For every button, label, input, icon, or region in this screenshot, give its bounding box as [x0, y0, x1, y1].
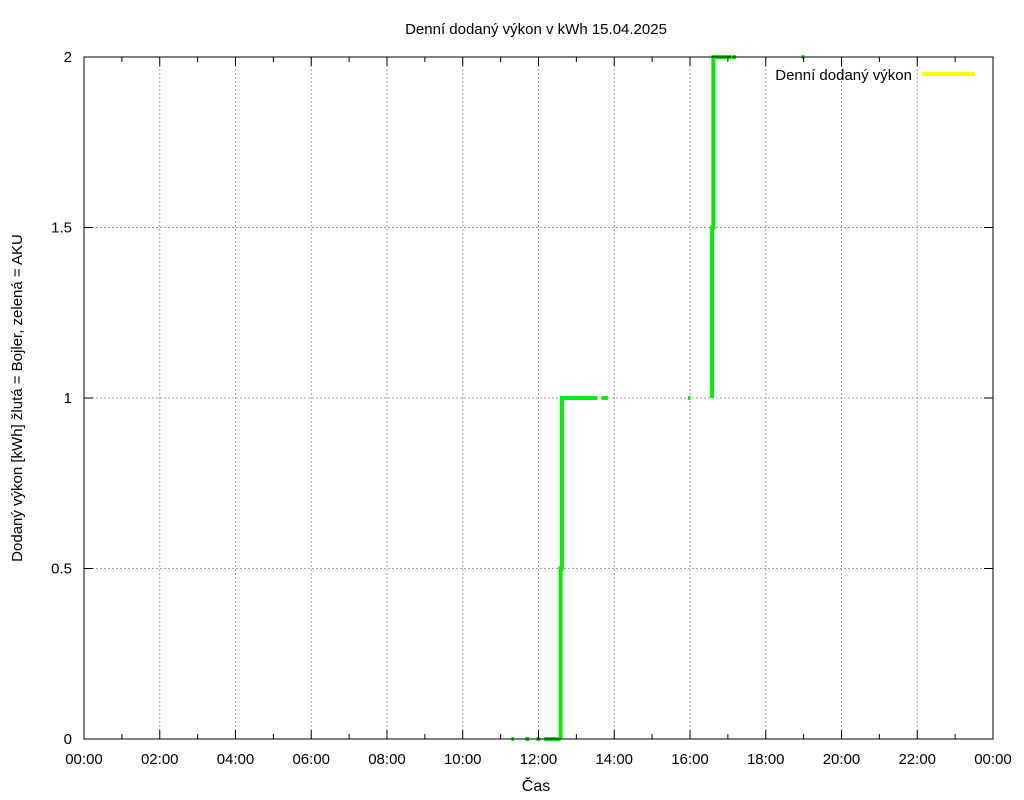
series-segment [558, 396, 598, 739]
x-tick-label: 10:00 [444, 751, 482, 768]
tick-labels: 00:00 02:00 04:00 06:00 08:00 10:00 12:00 14:00… [51, 49, 1012, 768]
x-tick-label: 12:00 [520, 751, 558, 768]
x-tick-label: 08:00 [368, 751, 406, 768]
x-tick-label: 00:00 [974, 751, 1012, 768]
x-tick-label: 18:00 [747, 751, 785, 768]
y-tick-label: 0.5 [51, 561, 72, 578]
x-tick-label: 00:00 [65, 751, 103, 768]
chart-title: Denní dodaný výkon v kWh 15.04.2025 [405, 21, 667, 38]
y-tick-label: 1 [64, 390, 72, 407]
y-tick-label: 0 [64, 731, 72, 748]
y-tick-label: 1.5 [51, 220, 72, 237]
x-tick-label: 02:00 [141, 751, 179, 768]
grid-lines [84, 57, 993, 739]
legend-label: Denní dodaný výkon [775, 67, 912, 84]
legend: Denní dodaný výkon [775, 67, 975, 84]
x-axis-label: Čas [522, 776, 550, 795]
x-tick-label: 16:00 [671, 751, 709, 768]
axis-ticks [83, 56, 994, 740]
y-tick-label: 2 [64, 49, 72, 66]
x-tick-label: 04:00 [217, 751, 255, 768]
y-axis-label: Dodaný výkon [kWh] žlutá = Bojler, zelen… [9, 234, 26, 562]
x-tick-label: 20:00 [823, 751, 861, 768]
x-tick-label: 14:00 [595, 751, 633, 768]
x-tick-label: 22:00 [898, 751, 936, 768]
x-tick-label: 06:00 [292, 751, 330, 768]
